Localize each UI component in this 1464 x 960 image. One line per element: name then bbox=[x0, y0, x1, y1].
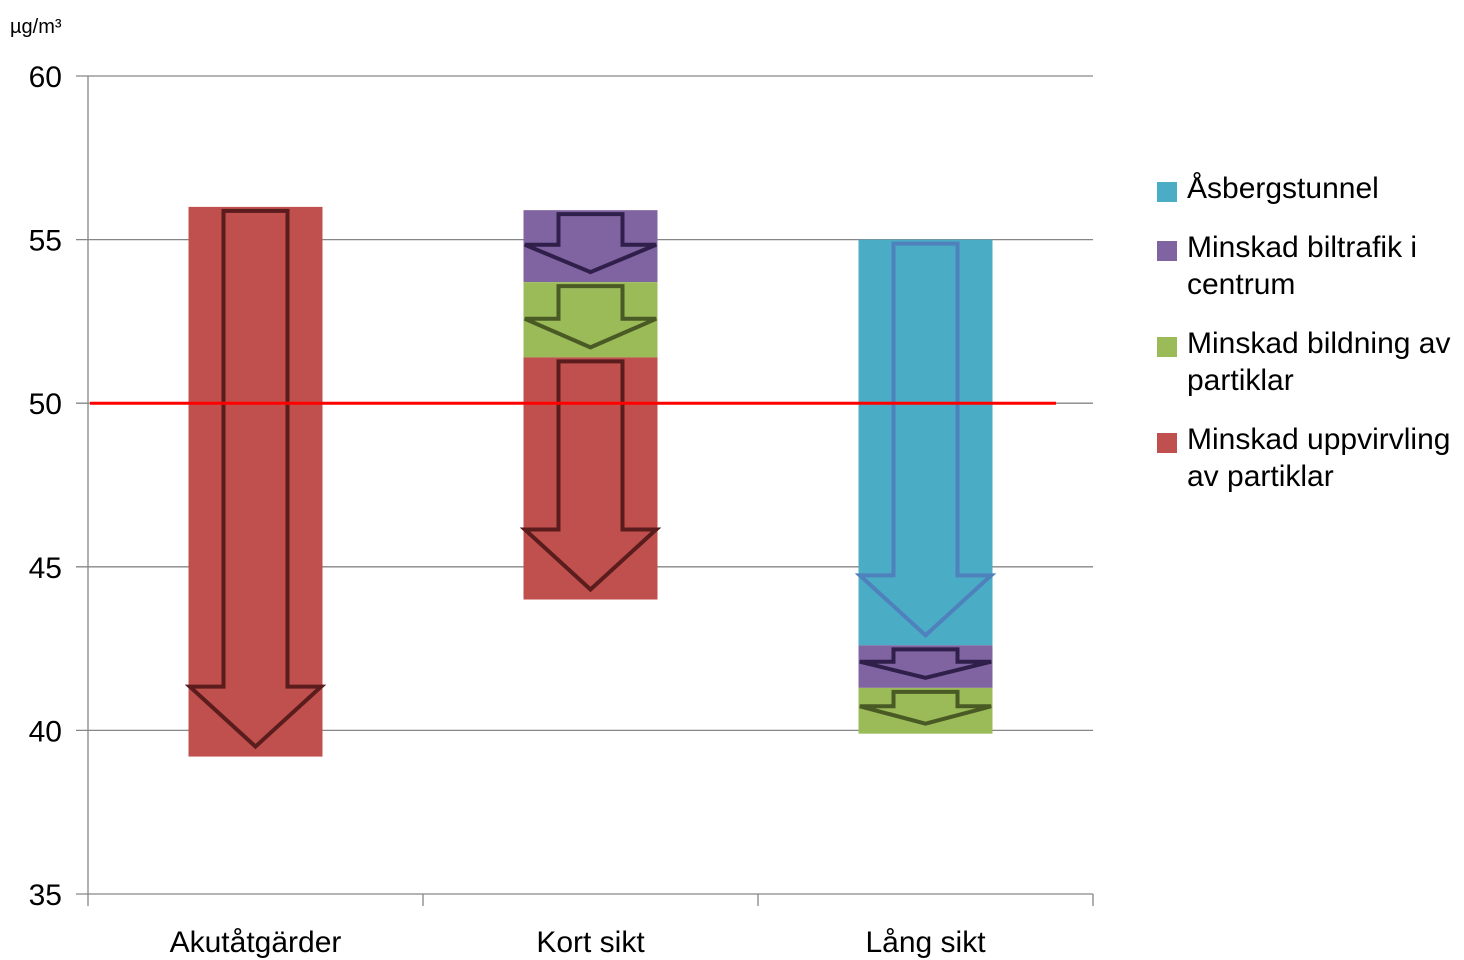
legend-swatch bbox=[1157, 337, 1177, 357]
x-category-label: Kort sikt bbox=[536, 926, 645, 959]
legend-swatch bbox=[1157, 433, 1177, 453]
x-category-label: Akutåtgärder bbox=[170, 926, 342, 959]
y-tick-label: 60 bbox=[29, 61, 62, 94]
arrow-down-icon bbox=[859, 647, 992, 680]
arrow-down-icon bbox=[859, 689, 992, 726]
arrow-down-icon bbox=[184, 208, 327, 750]
arrow-down-icon bbox=[524, 212, 657, 275]
legend-label: Åsbergstunnel bbox=[1187, 172, 1379, 205]
legend-item-minskad-uppvirvling: Minskad uppvirvling av partiklar bbox=[1157, 421, 1457, 495]
y-tick-label: 55 bbox=[29, 225, 62, 258]
bar-segment bbox=[858, 239, 993, 646]
legend-swatch bbox=[1157, 182, 1177, 202]
legend-swatch bbox=[1157, 241, 1177, 261]
arrow-down-icon bbox=[524, 284, 657, 350]
arrow-down-icon bbox=[519, 359, 662, 593]
legend-label: Minskad uppvirvling av partiklar bbox=[1187, 423, 1451, 493]
legend-item-minskad-biltrafik: Minskad biltrafik i centrum bbox=[1157, 229, 1457, 303]
legend: Åsbergstunnel Minskad biltrafik i centru… bbox=[1157, 170, 1457, 517]
arrow-down-icon bbox=[854, 241, 997, 639]
y-tick-label: 50 bbox=[29, 388, 62, 421]
x-category-label: Lång sikt bbox=[865, 926, 986, 959]
y-tick-label: 45 bbox=[29, 552, 62, 585]
y-tick-label: 40 bbox=[29, 715, 62, 748]
y-unit-label: µg/m³ bbox=[10, 16, 62, 38]
legend-item-asbergstunnel: Åsbergstunnel bbox=[1157, 170, 1457, 207]
legend-label: Minskad biltrafik i centrum bbox=[1187, 231, 1418, 301]
y-tick-label: 35 bbox=[29, 879, 62, 912]
bar-segment bbox=[188, 206, 323, 757]
legend-label: Minskad bildning av partiklar bbox=[1187, 327, 1451, 397]
bar-segment bbox=[523, 357, 658, 600]
legend-item-minskad-bildning: Minskad bildning av partiklar bbox=[1157, 325, 1457, 399]
